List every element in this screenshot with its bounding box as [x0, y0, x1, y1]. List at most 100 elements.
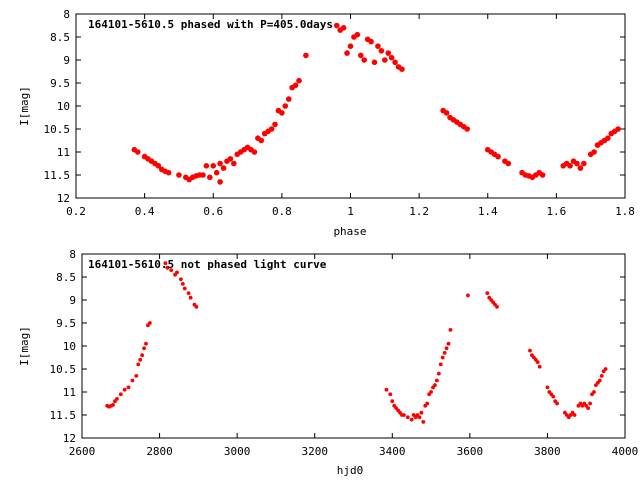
- data-point: [292, 82, 299, 89]
- data-point: [203, 163, 210, 169]
- data-point: [231, 160, 237, 167]
- data-point: [464, 126, 470, 132]
- x-tick-label: 1.6: [546, 205, 566, 218]
- data-point: [577, 165, 584, 171]
- data-point: [111, 402, 115, 407]
- x-axis-label: phase: [333, 225, 366, 238]
- data-point: [147, 321, 152, 325]
- data-point: [603, 367, 608, 371]
- data-point: [399, 66, 405, 72]
- unphased-light-curve-panel: 2600 2800 3000 3200 3400 3600 3800 4000 8 8.5 9 9.5…: [18, 248, 638, 477]
- data-point: [448, 328, 453, 332]
- data-point: [357, 52, 364, 59]
- data-point: [142, 346, 146, 351]
- data-point: [419, 410, 424, 415]
- data-point: [251, 149, 258, 155]
- data-point: [443, 110, 450, 116]
- data-point: [140, 353, 145, 358]
- y-tick-label: 10: [57, 100, 70, 113]
- data-points: [131, 22, 621, 185]
- y-tick-label: 9.5: [56, 317, 76, 330]
- data-point: [217, 179, 223, 185]
- data-point: [188, 295, 193, 300]
- data-point: [442, 351, 447, 355]
- data-point: [194, 305, 199, 309]
- data-point: [368, 38, 374, 45]
- data-point: [220, 165, 227, 171]
- data-point: [574, 160, 580, 167]
- data-point: [537, 364, 542, 369]
- data-point: [344, 50, 350, 56]
- data-point: [200, 172, 206, 178]
- data-point: [485, 291, 490, 295]
- data-point: [425, 401, 430, 406]
- y-axis-label: I[mag]: [18, 86, 31, 126]
- y-tick-label: 12: [57, 192, 70, 205]
- data-point: [165, 169, 172, 176]
- data-point: [371, 59, 378, 66]
- data-point: [126, 385, 131, 390]
- data-point: [592, 390, 596, 394]
- x-tick-label: 1.2: [409, 205, 429, 218]
- data-point: [495, 153, 501, 160]
- data-point: [296, 77, 302, 84]
- data-point: [446, 341, 451, 346]
- data-point: [179, 277, 183, 282]
- y-tick-label: 8.5: [50, 31, 70, 44]
- chart-title: 164101-5610.5 not phased light curve: [88, 258, 327, 271]
- data-point: [433, 383, 437, 387]
- y-tick-label: 10.5: [50, 363, 77, 376]
- data-point: [258, 137, 265, 144]
- x-tick-label: 0.2: [66, 205, 86, 218]
- y-tick-label: 11: [63, 386, 76, 399]
- data-point: [581, 160, 587, 167]
- data-point: [495, 305, 499, 309]
- data-point: [444, 346, 449, 351]
- y-tick-label: 8: [69, 248, 76, 261]
- data-point: [588, 401, 592, 406]
- data-point: [615, 126, 621, 132]
- data-point: [545, 385, 550, 390]
- data-point: [155, 163, 162, 169]
- data-point: [429, 390, 433, 394]
- x-axis-label: hjd0: [337, 464, 364, 477]
- data-point: [436, 371, 441, 376]
- y-tick-label: 12: [63, 432, 76, 445]
- x-tick-label: 3800: [534, 445, 561, 458]
- plot-frame: [81, 253, 626, 439]
- data-point: [115, 397, 119, 401]
- x-tick-label: 4000: [612, 445, 639, 458]
- data-point: [130, 378, 135, 383]
- data-point: [136, 362, 141, 367]
- data-point: [361, 57, 368, 63]
- data-point: [207, 174, 213, 181]
- x-tick-label: 3600: [457, 445, 484, 458]
- y-tick-label: 9.5: [50, 77, 70, 90]
- data-point: [347, 43, 354, 49]
- data-point: [434, 378, 439, 383]
- data-point: [505, 160, 512, 167]
- x-tick-label: 0.4: [135, 205, 155, 218]
- data-point: [375, 43, 381, 49]
- data-point: [605, 135, 611, 141]
- data-point: [382, 57, 388, 63]
- x-tick-label: 1: [347, 205, 354, 218]
- data-point: [528, 348, 532, 353]
- data-point: [535, 360, 540, 364]
- data-point: [385, 50, 392, 56]
- data-point: [599, 374, 604, 378]
- data-point: [285, 96, 292, 102]
- data-point: [421, 420, 426, 424]
- x-tick-label: 3200: [301, 445, 328, 458]
- data-point: [440, 355, 445, 360]
- data-point: [217, 160, 223, 167]
- y-tick-label: 9: [69, 294, 76, 307]
- axis-ticks: 0.2 0.4 0.6 0.8 1 1.2 1.4 1.6 1.8 8 8.5 9 9.5 10 10.5 1…: [44, 8, 635, 218]
- data-point: [165, 265, 170, 270]
- y-tick-label: 10: [63, 340, 76, 353]
- y-tick-label: 10.5: [44, 123, 71, 136]
- x-tick-label: 0.6: [203, 205, 223, 218]
- data-point: [134, 374, 139, 378]
- data-point: [272, 121, 278, 128]
